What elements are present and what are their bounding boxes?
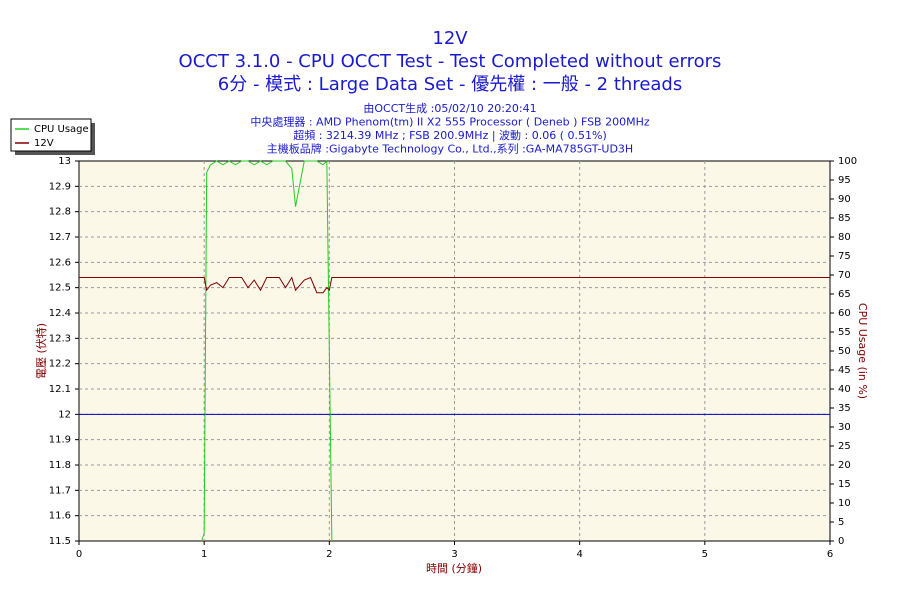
y2-tick-label: 95: [838, 175, 851, 186]
y2-tick-label: 75: [838, 251, 851, 262]
y-tick-label: 11.6: [49, 511, 71, 522]
info-line: 主機板品牌 :Gigabyte Technology Co., Ltd.,系列 …: [267, 142, 633, 156]
y-tick-label: 12: [58, 409, 71, 420]
series-line: [79, 276, 830, 294]
y-tick-label: 12.8: [49, 207, 71, 218]
y-tick-label: 12.5: [49, 283, 71, 294]
info-line: 中央處理器 : AMD Phenom(tm) II X2 555 Process…: [250, 115, 650, 129]
y2-tick-label: 80: [838, 232, 851, 243]
y-tick-label: 12.2: [49, 359, 71, 370]
y2-tick-label: 50: [838, 346, 851, 357]
x-tick-label: 4: [576, 549, 582, 560]
info-line: 由OCCT生成 :05/02/10 20:20:41: [363, 101, 536, 115]
y2-tick-label: 90: [838, 194, 851, 205]
y2-tick-label: 70: [838, 270, 851, 281]
y-tick-label: 12.4: [49, 308, 71, 319]
y-tick-label: 12.9: [49, 181, 71, 192]
x-axis-label: 時間 (分鐘): [426, 561, 482, 575]
x-tick-label: 5: [702, 549, 708, 560]
y2-tick-label: 20: [838, 460, 851, 471]
y-tick-label: 11.9: [49, 435, 71, 446]
y2-tick-label: 35: [838, 403, 851, 414]
y-tick-label: 12.3: [49, 333, 71, 344]
y2-tick-label: 10: [838, 498, 851, 509]
info-line: 超頻 : 3214.39 MHz ; FSB 200.9MHz | 波動 : 0…: [293, 128, 607, 142]
y-tick-label: 11.7: [49, 485, 71, 496]
y2-tick-label: 30: [838, 422, 851, 433]
legend-box: [10, 118, 92, 152]
y-tick-label: 11.5: [49, 536, 71, 547]
x-tick-label: 0: [76, 549, 82, 560]
x-tick-label: 2: [326, 549, 332, 560]
y2-tick-label: 5: [838, 517, 844, 528]
y-tick-label: 12.1: [49, 384, 71, 395]
y2-tick-label: 15: [838, 479, 851, 490]
x-tick-label: 3: [451, 549, 457, 560]
y2-tick-label: 45: [838, 365, 851, 376]
y2-tick-label: 0: [838, 536, 844, 547]
chart-subtitle: OCCT 3.1.0 - CPU OCCT Test - Test Comple…: [179, 51, 722, 72]
y2-axis-label: CPU Usage (in %): [856, 303, 869, 399]
x-tick-label: 1: [201, 549, 207, 560]
y-tick-label: 13: [58, 156, 71, 167]
chart-subtitle: 6分 - 模式 : Large Data Set - 優先權 : 一般 - 2 …: [218, 74, 682, 95]
legend-label: CPU Usage: [34, 124, 89, 135]
y2-tick-label: 85: [838, 213, 851, 224]
y2-tick-label: 55: [838, 327, 851, 338]
y-tick-label: 11.8: [49, 460, 71, 471]
y-tick-label: 12.7: [49, 232, 71, 243]
y-axis-label: 電壓 (伏特): [34, 323, 48, 379]
y2-tick-label: 40: [838, 384, 851, 395]
y2-tick-label: 25: [838, 441, 851, 452]
legend-label: 12V: [34, 138, 54, 149]
series-line: [201, 159, 333, 542]
chart-title: 12V: [432, 28, 468, 49]
y2-tick-label: 100: [838, 156, 857, 167]
y-tick-label: 12.6: [49, 257, 71, 268]
y2-tick-label: 65: [838, 289, 851, 300]
y2-tick-label: 60: [838, 308, 851, 319]
x-tick-label: 6: [827, 549, 833, 560]
